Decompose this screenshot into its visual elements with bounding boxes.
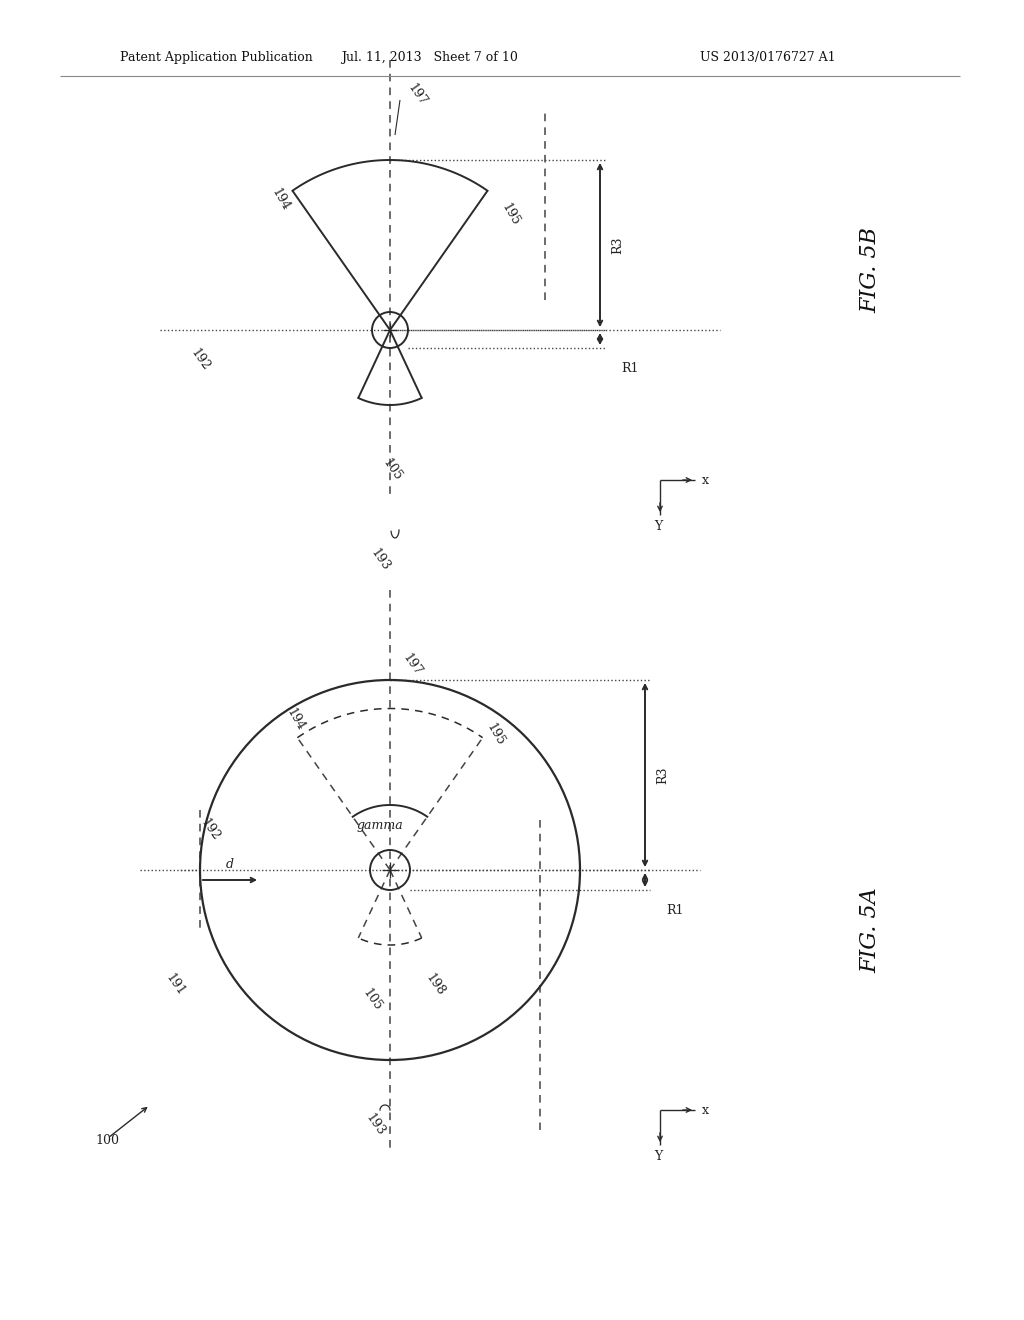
Text: 195: 195 (483, 722, 507, 748)
Text: 105: 105 (380, 457, 404, 483)
Text: FIG. 5B: FIG. 5B (859, 227, 881, 313)
Text: gamma: gamma (356, 818, 403, 832)
Text: R1: R1 (622, 362, 639, 375)
Text: 192: 192 (198, 817, 222, 843)
Text: 193: 193 (362, 1111, 387, 1139)
Text: Patent Application Publication: Patent Application Publication (120, 51, 312, 65)
Text: 198: 198 (423, 972, 447, 998)
Text: 100: 100 (95, 1134, 119, 1147)
Text: 197: 197 (404, 82, 429, 108)
Text: 193: 193 (368, 546, 392, 573)
Text: FIG. 5A: FIG. 5A (859, 887, 881, 973)
Text: US 2013/0176727 A1: US 2013/0176727 A1 (700, 51, 836, 65)
Text: R3: R3 (611, 236, 625, 253)
Text: x: x (701, 474, 709, 487)
Text: 197: 197 (399, 651, 424, 678)
Text: Y: Y (654, 1151, 663, 1163)
Text: R3: R3 (656, 766, 670, 784)
Text: 194: 194 (268, 186, 292, 214)
Text: d: d (226, 858, 234, 871)
Text: 105: 105 (359, 986, 384, 1014)
Text: 194: 194 (284, 706, 306, 734)
Text: x: x (701, 1104, 709, 1117)
Text: 195: 195 (499, 202, 521, 228)
Text: 192: 192 (187, 347, 212, 374)
Text: 191: 191 (163, 972, 187, 998)
Text: Jul. 11, 2013   Sheet 7 of 10: Jul. 11, 2013 Sheet 7 of 10 (342, 51, 518, 65)
Text: Y: Y (654, 520, 663, 533)
Text: R1: R1 (667, 903, 684, 916)
